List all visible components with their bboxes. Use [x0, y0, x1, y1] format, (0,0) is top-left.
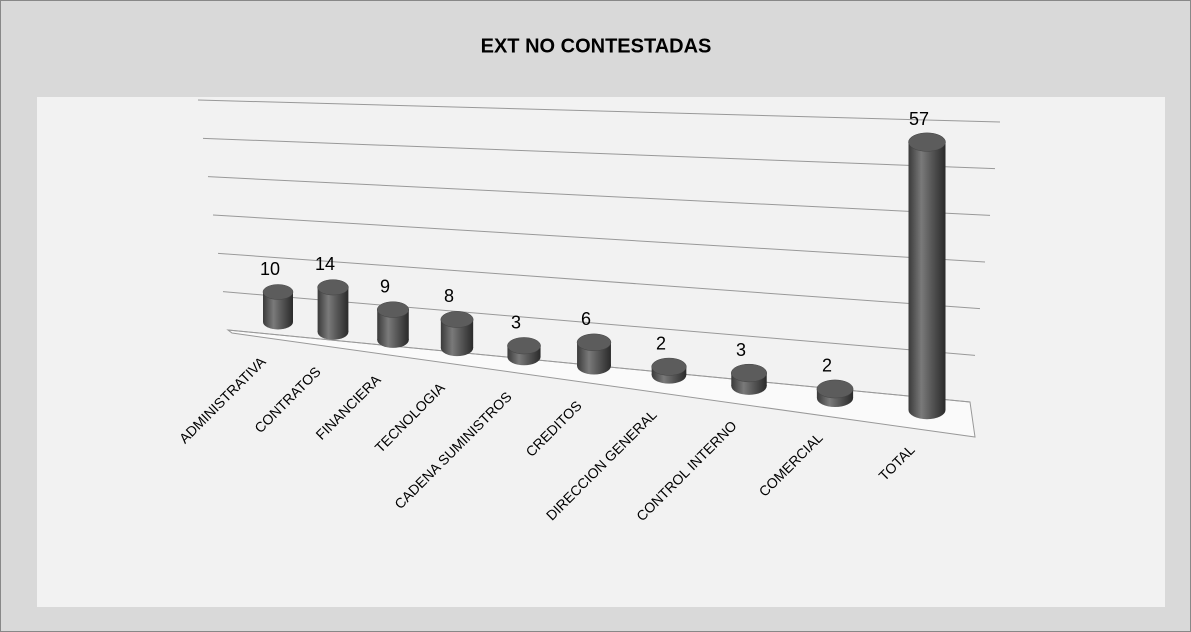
grid-line	[202, 137, 996, 170]
grid-line	[212, 214, 986, 263]
bar-part	[816, 379, 854, 399]
bar	[317, 279, 349, 340]
bar	[908, 132, 946, 420]
bar-part	[908, 142, 946, 410]
bar	[376, 301, 410, 348]
bar-part	[731, 363, 767, 383]
bar	[816, 379, 854, 408]
data-label: 14	[315, 254, 335, 274]
grid-line	[217, 252, 981, 310]
bar	[731, 363, 767, 395]
bar	[507, 337, 541, 366]
data-label: 2	[822, 356, 832, 376]
bar	[651, 357, 687, 384]
bar-part	[651, 357, 687, 376]
data-label: 8	[444, 286, 454, 306]
grid-line	[207, 176, 991, 216]
data-label: 57	[909, 109, 929, 129]
bar	[262, 284, 294, 330]
data-label: 3	[511, 312, 521, 332]
bar	[576, 333, 612, 375]
bar-part	[576, 333, 612, 352]
bar-part	[908, 132, 946, 152]
bar-part	[262, 284, 294, 300]
bar-part	[317, 279, 349, 296]
data-label: 6	[581, 309, 591, 329]
data-label: 10	[260, 259, 280, 279]
chart-title: EXT NO CONTESTADAS	[481, 35, 712, 57]
bar-part	[376, 301, 410, 318]
grid-line	[197, 99, 1001, 123]
data-label: 3	[736, 340, 746, 360]
data-label: 2	[656, 333, 666, 353]
bar-part	[507, 337, 541, 355]
data-label: 9	[380, 276, 390, 296]
bar-part	[440, 311, 474, 328]
bar	[440, 311, 474, 357]
